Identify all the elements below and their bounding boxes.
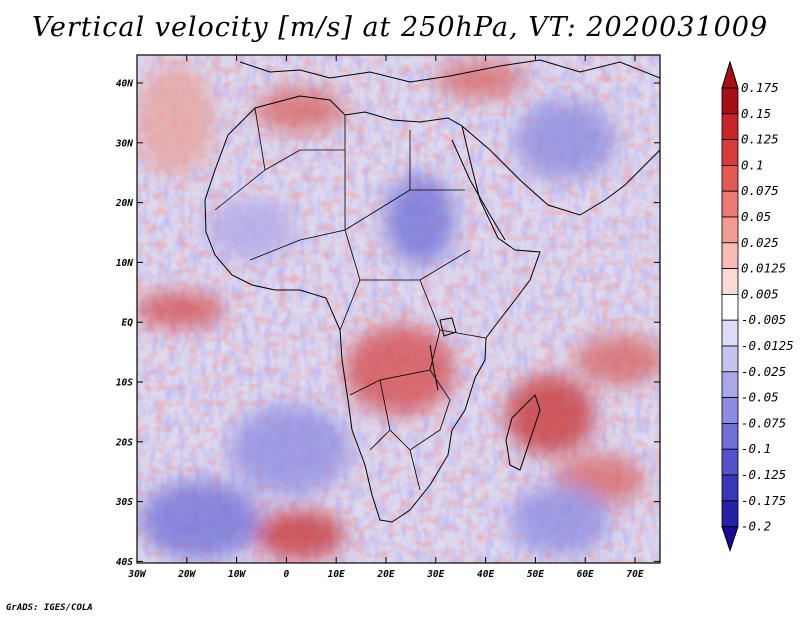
colorbar-swatch <box>721 371 739 398</box>
colorbar-label: -0.1 <box>741 441 771 456</box>
colorbar-swatch <box>721 397 739 424</box>
colorbar-label: -0.025 <box>741 364 786 379</box>
velocity-field <box>137 55 660 563</box>
red-sea <box>451 139 506 241</box>
colorbar-swatch <box>721 139 739 166</box>
colorbar-swatch <box>721 164 739 192</box>
x-tick-label: 10W <box>228 569 246 580</box>
lake-tanganyika <box>429 344 439 391</box>
x-tick-label: 20E <box>376 569 394 580</box>
colorbar-swatch <box>721 345 739 373</box>
colorbar-swatch <box>721 448 739 476</box>
x-tick-label: 50E <box>527 569 544 580</box>
madagascar <box>505 394 541 471</box>
y-tick-label: 30S <box>115 497 133 508</box>
x-tick-label: 40E <box>477 569 494 580</box>
y-tick-label: 40S <box>116 557 133 568</box>
africa-coastline <box>204 95 541 523</box>
colorbar-swatch <box>721 268 739 295</box>
x-tick-label: 30E <box>426 569 444 580</box>
y-tick-label: 30N <box>115 138 133 149</box>
colorbar-swatch <box>721 474 739 502</box>
x-tick-label: 30W <box>127 569 146 580</box>
x-tick-label: 20W <box>177 569 196 580</box>
y-tick-label: 20S <box>115 437 133 448</box>
x-tick-label: 10E <box>328 569 345 580</box>
colorbar-swatch <box>721 87 739 115</box>
colorbar: 0.175 0.15 0.125 0.1 0.075 0.05 0.025 0.0125 0.0… <box>721 60 794 553</box>
colorbar-swatch <box>721 293 739 321</box>
colorbar-swatch <box>721 242 739 270</box>
plot-title: Vertical velocity [m/s] at 250hPa, VT: 2… <box>31 12 769 43</box>
colorbar-top-arrow <box>721 60 739 89</box>
y-tick-label: 20N <box>115 198 133 209</box>
colorbar-swatch <box>721 113 739 141</box>
colorbar-label: 0.05 <box>741 209 771 224</box>
colorbar-label: -0.05 <box>741 390 779 405</box>
colorbar-label: 0.1 <box>741 157 764 172</box>
colorbar-swatch <box>721 500 739 527</box>
colorbar-swatch <box>721 422 739 450</box>
med-north-coast <box>239 59 660 83</box>
y-tick-label: 40N <box>116 79 133 90</box>
x-tick-label: 70E <box>626 569 643 580</box>
x-tick-label: 0 <box>284 569 290 580</box>
y-tick-label: 10N <box>116 258 133 269</box>
colorbar-swatch <box>721 216 739 244</box>
colorbar-label: 0.075 <box>741 183 779 198</box>
axis-ticks: 30W 20W 10W 0 10E 20E 30E 40E 50E 60E 70E 40N 30N 20N… <box>115 55 660 580</box>
colorbar-label: 0.025 <box>741 235 779 250</box>
plot-frame <box>136 54 661 564</box>
colorbar-swatch <box>721 190 739 218</box>
lake-victoria <box>439 317 457 337</box>
colorbar-label: 0.15 <box>741 106 771 121</box>
colorbar-label: -0.175 <box>741 493 786 508</box>
colorbar-label: -0.125 <box>741 467 786 482</box>
y-tick-label: EQ <box>122 318 134 329</box>
y-tick-label: 10S <box>116 378 133 389</box>
colorbar-label: -0.005 <box>741 312 786 327</box>
colorbar-label: 0.005 <box>741 286 779 301</box>
credit-label: GrADS: IGES/COLA <box>6 603 93 613</box>
colorbar-label: 0.175 <box>741 80 779 95</box>
colorbar-label: 0.125 <box>741 132 779 147</box>
arabia-coast <box>461 125 660 216</box>
coastlines <box>204 59 660 523</box>
colorbar-label: -0.075 <box>741 415 786 430</box>
borders <box>214 107 487 491</box>
x-tick-label: 60E <box>577 569 594 580</box>
colorbar-label: -0.0125 <box>741 338 794 353</box>
colorbar-swatch <box>721 319 739 347</box>
colorbar-label: 0.0125 <box>741 261 786 276</box>
colorbar-label: -0.2 <box>741 519 771 534</box>
colorbar-bottom-arrow <box>721 526 739 553</box>
